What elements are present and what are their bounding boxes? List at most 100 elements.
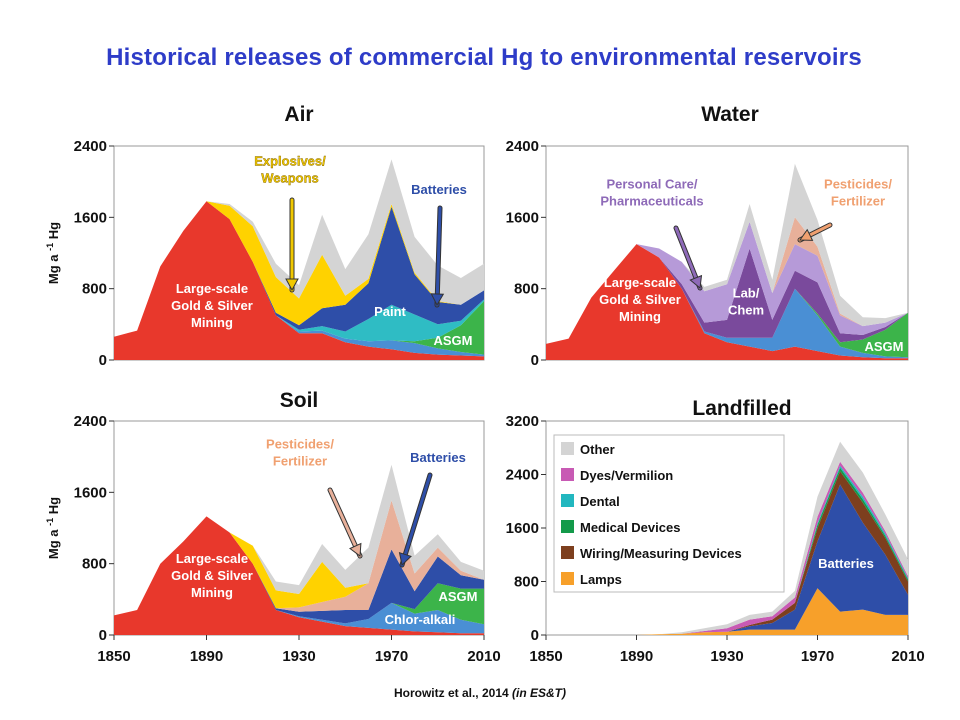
legend-swatch-other [561, 442, 574, 455]
annotation-arrow [400, 473, 432, 567]
y-tick-label: 800 [82, 281, 107, 298]
annotation-text: Weapons [261, 171, 319, 186]
area-lamps [546, 588, 908, 635]
annotation-arrowhead [689, 274, 703, 289]
legend: Other Dyes/Vermilion Dental Medical Devices… [553, 434, 785, 593]
area-large-scale-gold-silver-mining [114, 516, 484, 635]
annotation-text: Pharmaceuticals [600, 194, 703, 209]
annotation-batteries: Batteries [818, 556, 874, 571]
area-pesticides-fertilizer [114, 500, 484, 616]
annotation-arrow [328, 488, 362, 558]
annotation-explosives-weapons: Explosives/Weapons [254, 153, 326, 293]
panel-title: Air [284, 103, 313, 126]
annotation-lab-chem: Lab/Chem [728, 286, 764, 318]
annotation-text: Batteries [411, 182, 467, 197]
y-axis-label-exponent: -1 [45, 518, 55, 526]
area-chlor-alkali [546, 244, 908, 359]
citation-author: Horowitz et al., 2014 [394, 686, 512, 700]
annotation-large-scale-gold-silver-mining: Large-scale Gold & Silver Mining [171, 281, 253, 330]
annotation-text: Gold & Silver [599, 292, 681, 307]
legend-swatch-dental [561, 494, 574, 507]
annotation-text: ASGM [439, 589, 478, 604]
annotation-batteries: Batteries [411, 182, 467, 308]
x-tick-label: 1930 [710, 648, 743, 665]
legend-swatch-medical-devices [561, 520, 574, 533]
y-tick-label: 800 [82, 556, 107, 573]
citation: Horowitz et al., 2014 (in ES&T) [394, 686, 566, 700]
y-tick-label: 0 [531, 352, 539, 369]
citation-journal: (in ES&T) [512, 686, 566, 700]
x-tick-label: 2010 [467, 648, 500, 665]
y-axis-label-exponent: -1 [45, 243, 55, 251]
area-pesticides-fertilizer [546, 217, 908, 344]
annotation-text: ASGM [434, 333, 473, 348]
area-batteries [546, 484, 908, 635]
area-asgm [114, 201, 484, 355]
x-tick-label: 1850 [97, 648, 130, 665]
y-tick-label: 2400 [506, 467, 539, 484]
legend-swatch-dyes-vermilion [561, 468, 574, 481]
y-tick-label: 2400 [74, 138, 107, 155]
legend-label-dyes-vermilion: Dyes/Vermilion [580, 468, 673, 483]
panel-air: 0 800 1600 2400 Air Mg a -1 Hg Explosives/Weap… [45, 103, 485, 369]
annotation-text: Chem [728, 303, 764, 318]
y-tick-label: 0 [531, 627, 539, 644]
y-axis-label-unit: Mg a [46, 526, 61, 559]
x-tick-label: 1850 [529, 648, 562, 665]
annotation-chlor-alkali: Chlor-alkali [385, 612, 456, 627]
annotation-text: Chlor-alkali [385, 612, 456, 627]
x-tick-label: 1970 [375, 648, 408, 665]
annotation-text: Batteries [410, 450, 466, 465]
x-tick-label: 2010 [891, 648, 924, 665]
y-tick-label: 800 [514, 574, 539, 591]
area-batteries [114, 201, 484, 337]
y-tick-label: 1600 [74, 484, 107, 501]
annotation-text: Gold & Silver [171, 298, 253, 313]
annotation-pesticides-fertilizer: Pesticides/Fertilizer [797, 177, 892, 243]
annotation-batteries: Batteries [398, 450, 466, 568]
annotation-arrowhead [398, 551, 412, 566]
y-tick-label: 800 [514, 281, 539, 298]
panel-water: 0 800 1600 2400 Water Personal Care/Pharmaceu… [506, 103, 909, 369]
annotation-text: Mining [619, 309, 661, 324]
legend-label-wiring-measuring-devices: Wiring/Measuring Devices [580, 546, 742, 561]
y-axis-label: Mg a -1 Hg [45, 222, 61, 284]
annotation-large-scale-gold-silver-mining: Large-scale Gold & Silver Mining [171, 551, 253, 600]
y-tick-label: 2400 [506, 138, 539, 155]
annotation-text: Personal Care/ [606, 177, 697, 192]
annotation-text: Gold & Silver [171, 568, 253, 583]
area-chlor-alkali [114, 516, 484, 634]
legend-swatch-lamps [561, 572, 574, 585]
y-axis-label-unit: Mg a [46, 251, 61, 284]
area-paint [114, 201, 484, 342]
annotation-arrowhead [285, 278, 299, 292]
annotation-text: Lab/ [733, 286, 760, 301]
annotation-asgm: ASGM [434, 333, 473, 348]
annotation-asgm: ASGM [865, 339, 904, 354]
annotation-personal-care-pharmaceuticals: Personal Care/Pharmaceuticals [600, 177, 704, 291]
area-other [114, 159, 484, 337]
slide-title: Historical releases of commercial Hg to … [106, 44, 862, 71]
legend-frame [553, 434, 785, 593]
y-tick-label: 1600 [506, 520, 539, 537]
annotation-text: Pesticides/ [824, 177, 892, 192]
area-asgm [546, 244, 908, 358]
area-large-scale-gold-silver-mining [114, 201, 484, 360]
y-axis-label-element: Hg [46, 222, 61, 243]
panel-soil: 0 800 1600 2400 1850 1890 1930 1970 2010 Soil Mg a… [45, 389, 501, 665]
annotation-arrowhead [430, 293, 445, 307]
x-tick-label: 1930 [282, 648, 315, 665]
annotation-text: ASGM [865, 339, 904, 354]
x-tick-label: 1890 [190, 648, 223, 665]
annotation-text: Explosives/ [254, 154, 326, 169]
x-tick-label: 1890 [620, 648, 653, 665]
y-axis-label-element: Hg [46, 497, 61, 518]
legend-label-medical-devices: Medical Devices [580, 520, 680, 535]
legend-label-dental: Dental [580, 494, 620, 509]
y-tick-label: 1600 [506, 209, 539, 226]
y-axis-label: Mg a -1 Hg [45, 497, 61, 559]
annotation-text: Fertilizer [273, 454, 327, 469]
y-tick-label: 3200 [506, 413, 539, 430]
panel-landfilled: 0 800 1600 2400 3200 1850 1890 1930 1970 2010 Land… [506, 397, 925, 665]
